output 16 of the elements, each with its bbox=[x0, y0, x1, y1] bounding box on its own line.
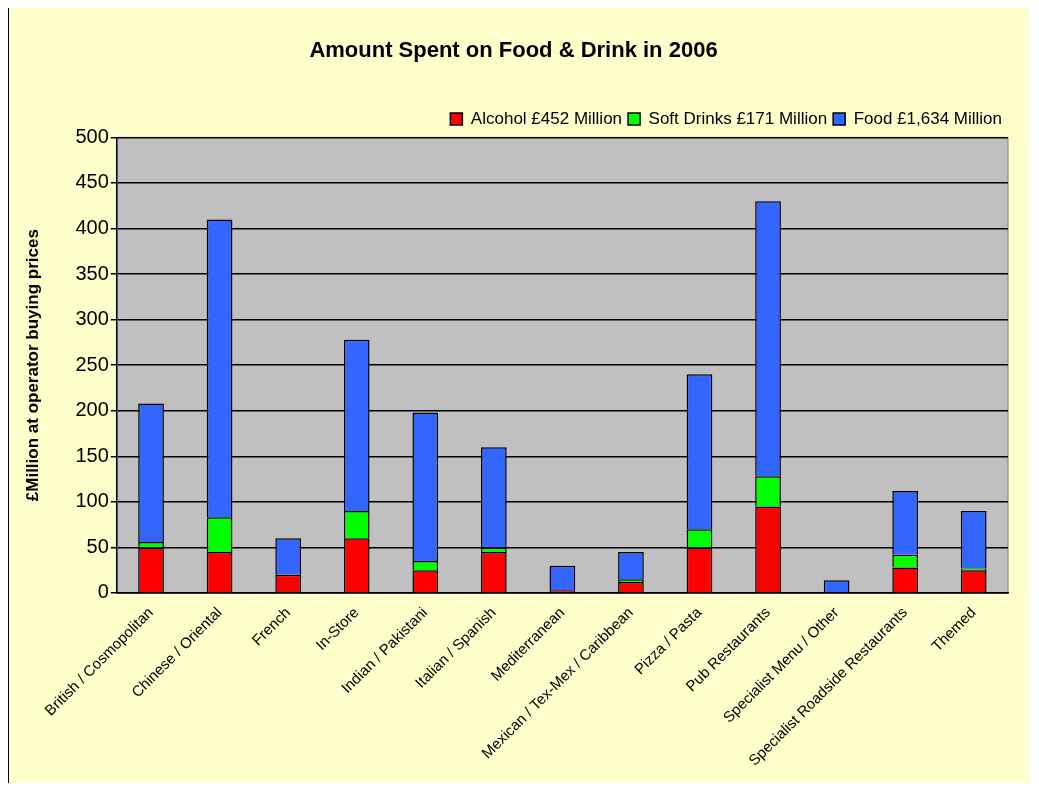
y-tick-label: 400 bbox=[75, 216, 109, 239]
y-tick-label: 200 bbox=[75, 398, 109, 421]
y-axis-title: £Million at operator buying prices bbox=[22, 229, 42, 502]
y-tick-label: 0 bbox=[97, 580, 109, 603]
y-tick-label: 350 bbox=[75, 261, 109, 284]
legend-label: Soft Drinks £171 Million bbox=[648, 108, 828, 128]
y-tick-label: 250 bbox=[75, 352, 109, 375]
y-tick-label: 500 bbox=[75, 124, 109, 147]
legend-label: Alcohol £452 Million bbox=[470, 108, 623, 128]
y-tick-label: 100 bbox=[75, 489, 109, 512]
y-tick-label: 150 bbox=[75, 443, 109, 466]
legend-label: Food £1,634 Million bbox=[853, 108, 1003, 128]
y-tick-label: 300 bbox=[75, 307, 109, 330]
y-tick-label: 450 bbox=[75, 170, 109, 193]
chart-title: Amount Spent on Food & Drink in 2006 bbox=[309, 37, 718, 63]
y-tick-label: 50 bbox=[86, 534, 109, 557]
